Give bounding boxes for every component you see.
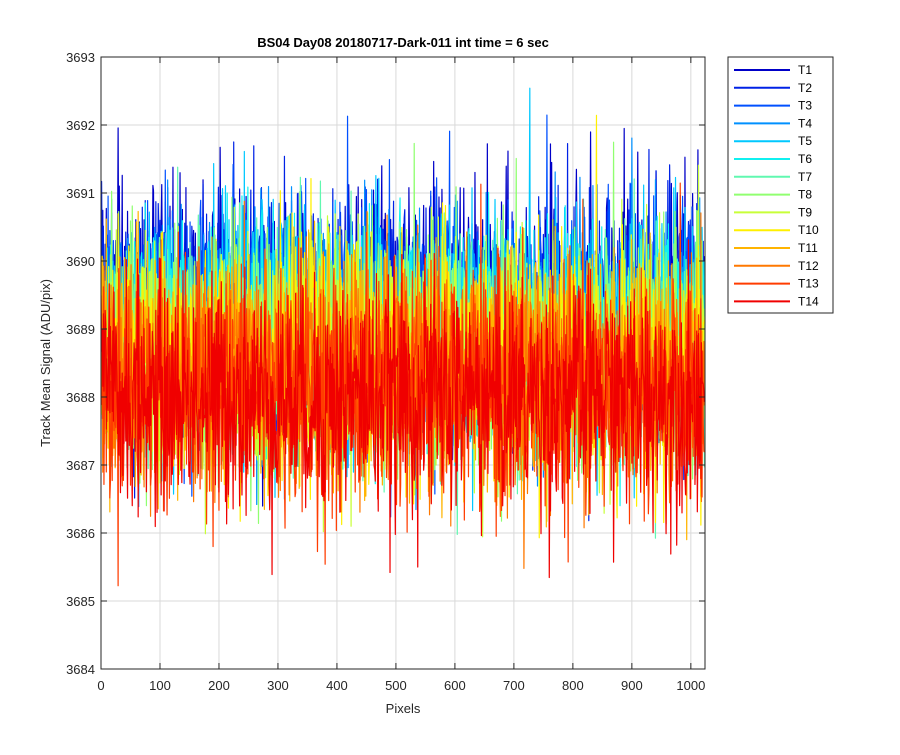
legend-label-t14: T14 (798, 294, 819, 308)
y-tick-label: 3685 (66, 594, 95, 609)
y-tick-label: 3691 (66, 186, 95, 201)
legend-label-t11: T11 (798, 241, 818, 255)
y-tick-label: 3692 (66, 118, 95, 133)
y-tick-label: 3687 (66, 458, 95, 473)
legend-label-t7: T7 (798, 170, 812, 184)
axes-box (100, 56, 706, 670)
legend-label-t5: T5 (798, 134, 812, 148)
x-tick-label: 100 (149, 678, 171, 693)
legend-label-t4: T4 (798, 116, 812, 130)
legend-label-t2: T2 (798, 81, 812, 95)
x-tick-label: 400 (326, 678, 348, 693)
y-tick-label: 3690 (66, 254, 95, 269)
x-tick-label: 0 (97, 678, 104, 693)
x-tick-label: 300 (267, 678, 289, 693)
y-tick-label: 3684 (66, 662, 95, 677)
legend-label-t10: T10 (798, 223, 819, 237)
x-tick-label: 200 (208, 678, 230, 693)
x-tick-label: 700 (503, 678, 525, 693)
legend-label-t6: T6 (798, 152, 812, 166)
series-line-t14 (101, 239, 705, 579)
x-tick-label: 900 (621, 678, 643, 693)
x-axis-label: Pixels (386, 701, 421, 716)
legend-label-t8: T8 (798, 188, 812, 202)
legend-label-t1: T1 (798, 63, 812, 77)
y-axis-label: Track Mean Signal (ADU/pix) (38, 279, 53, 447)
x-tick-label: 500 (385, 678, 407, 693)
legend-box (727, 56, 834, 314)
tick-layer: 0 100 200 300 400 500 600 700 800 900 1000 3684 3685… (66, 50, 705, 693)
x-tick-label: 600 (444, 678, 466, 693)
chart-title: BS04 Day08 20180717-Dark-011 int time = … (257, 35, 549, 50)
legend-label-t12: T12 (798, 259, 819, 273)
y-tick-label: 3693 (66, 50, 95, 65)
x-tick-label: 800 (562, 678, 584, 693)
y-tick-label: 3689 (66, 322, 95, 337)
x-tick-label: 1000 (676, 678, 705, 693)
legend-label-t9: T9 (798, 205, 812, 219)
series-layer (101, 87, 705, 587)
y-tick-label: 3686 (66, 526, 95, 541)
legend-label-t3: T3 (798, 99, 812, 113)
y-tick-label: 3688 (66, 390, 95, 405)
legend-label-t13: T13 (798, 277, 819, 291)
legend: T1 T2 T3 T4 T5 T6 T7 T8 T9 T10 T11 T12 T13 T14 (727, 56, 834, 314)
